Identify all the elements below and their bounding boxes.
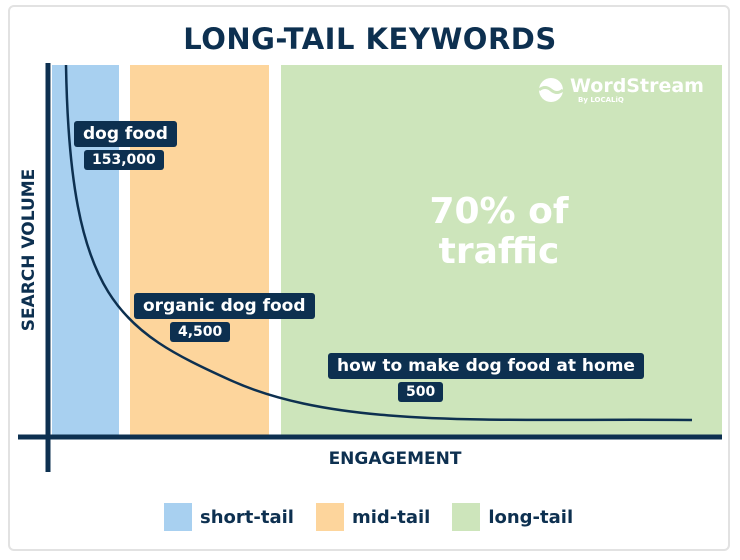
legend-swatch — [164, 503, 192, 531]
wordstream-logo-icon — [538, 78, 564, 102]
callout-line1: 70% of — [429, 191, 569, 232]
wordstream-logo: WordStream By LOCALiQ — [538, 76, 704, 104]
legend-swatch — [452, 503, 481, 531]
legend-item-mid-tail: mid-tail — [315, 503, 431, 531]
legend: short-tail mid-tail long-tail — [164, 503, 573, 531]
traffic-callout: 70% of traffic — [404, 192, 594, 272]
keyword-volume: 153,000 — [84, 150, 164, 170]
brand-byline: By LOCALiQ — [578, 96, 624, 104]
callout-line2: traffic — [438, 231, 560, 272]
legend-item-long-tail: long-tail — [452, 503, 573, 531]
brand-name: WordStream — [570, 75, 704, 97]
legend-swatch — [315, 503, 344, 531]
page-title: LONG-TAIL KEYWORDS — [183, 22, 557, 56]
demand-curve — [64, 64, 693, 422]
legend-label: mid-tail — [351, 506, 431, 528]
legend-label: long-tail — [488, 506, 574, 528]
keyword-volume: 4,500 — [170, 322, 231, 342]
keyword-label: how to make dog food at home — [328, 353, 644, 379]
legend-item-short-tail: short-tail — [164, 503, 294, 531]
keyword-label: organic dog food — [134, 293, 315, 319]
keyword-volume: 500 — [398, 382, 444, 402]
keyword-label: dog food — [74, 121, 177, 147]
infographic-frame — [8, 5, 730, 551]
x-axis-label: ENGAGEMENT — [328, 449, 462, 469]
legend-label: short-tail — [200, 506, 294, 528]
y-axis-label: SEARCH VOLUME — [19, 168, 39, 332]
